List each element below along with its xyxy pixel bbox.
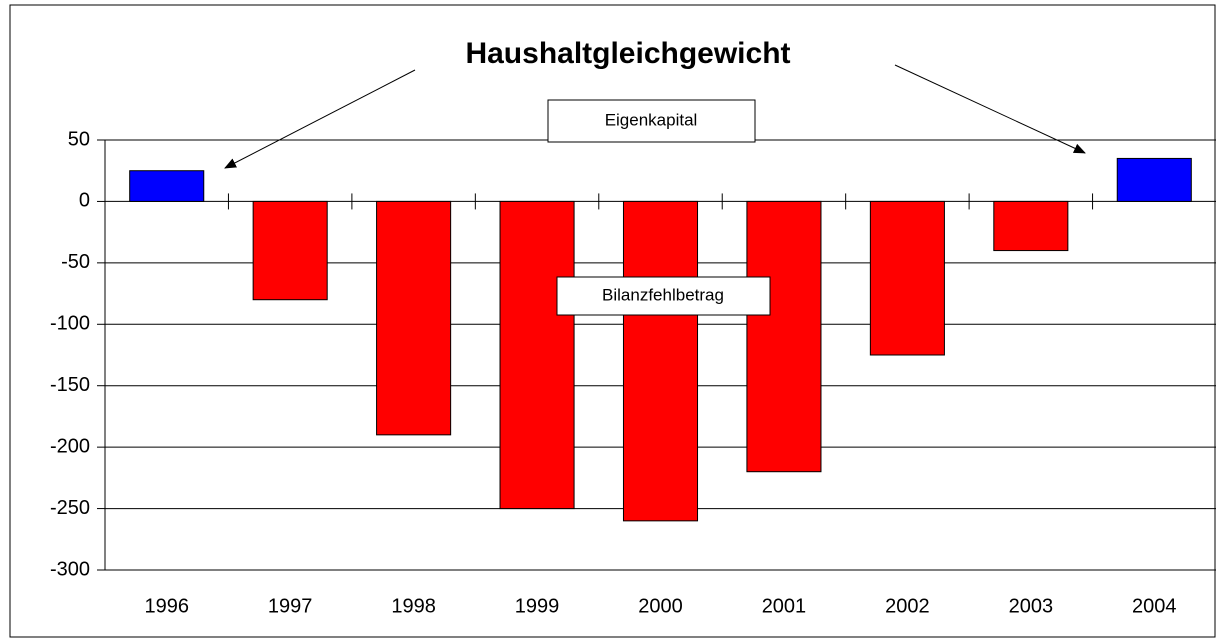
y-tick-label: -150: [50, 374, 90, 396]
bar: [746, 200, 822, 473]
x-tick-label: 2004: [1132, 595, 1177, 617]
arrow: [894, 64, 1086, 154]
bar: [869, 200, 945, 356]
arrow: [224, 69, 416, 169]
y-tick-label: -300: [50, 558, 90, 580]
x-tick-label: 1998: [391, 595, 436, 617]
x-tick-label: 2001: [762, 595, 807, 617]
bar: [129, 170, 205, 202]
y-tick-label: 0: [79, 190, 90, 212]
annotation-box: [547, 99, 756, 143]
annotation-box: [556, 276, 771, 316]
bar: [252, 200, 328, 301]
annotation: Eigenkapital: [605, 110, 698, 129]
bar: [1116, 157, 1192, 202]
y-tick-label: -250: [50, 497, 90, 519]
plot-area: 50 0 -50 -100 -150 -200 -250 -300 1996 1997 1998 19…: [50, 128, 1216, 617]
y-tick-label: 50: [68, 128, 90, 150]
bar: [376, 200, 452, 436]
bar: [622, 200, 699, 522]
x-tick-label: 1996: [144, 595, 189, 617]
y-tick-label: -100: [50, 313, 90, 335]
x-tick-label: 2002: [885, 595, 930, 617]
x-tick-label: 1999: [515, 595, 560, 617]
y-tick-label: -50: [61, 251, 90, 273]
bar: [499, 200, 575, 510]
x-tick-label: 1997: [268, 595, 313, 617]
x-tick-label: 2000: [638, 595, 683, 617]
bar: [993, 200, 1069, 252]
y-tick-label: -200: [50, 435, 90, 457]
x-tick-label: 2003: [1009, 595, 1054, 617]
annotation: Bilanzfehlbetrag: [602, 285, 724, 304]
chart-title: Haushaltgleichgewicht: [465, 37, 790, 70]
